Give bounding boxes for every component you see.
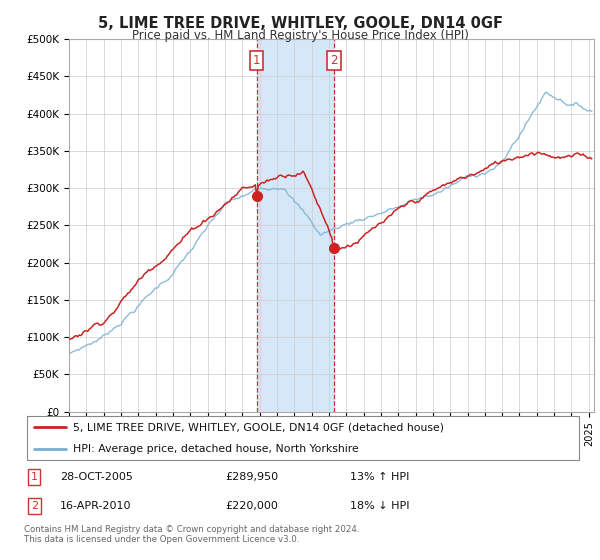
Text: 18% ↓ HPI: 18% ↓ HPI (350, 501, 410, 511)
Text: £220,000: £220,000 (225, 501, 278, 511)
Text: 13% ↑ HPI: 13% ↑ HPI (350, 472, 410, 482)
Text: 5, LIME TREE DRIVE, WHITLEY, GOOLE, DN14 0GF: 5, LIME TREE DRIVE, WHITLEY, GOOLE, DN14… (97, 16, 503, 31)
Text: 2: 2 (31, 501, 38, 511)
Text: 16-APR-2010: 16-APR-2010 (60, 501, 132, 511)
Text: 5, LIME TREE DRIVE, WHITLEY, GOOLE, DN14 0GF (detached house): 5, LIME TREE DRIVE, WHITLEY, GOOLE, DN14… (73, 422, 444, 432)
Text: Contains HM Land Registry data © Crown copyright and database right 2024.
This d: Contains HM Land Registry data © Crown c… (24, 525, 359, 544)
Bar (257, 39, 334, 412)
Text: 1: 1 (31, 472, 38, 482)
Text: HPI: Average price, detached house, North Yorkshire: HPI: Average price, detached house, Nort… (73, 444, 359, 454)
FancyBboxPatch shape (27, 416, 579, 460)
Text: 1: 1 (253, 54, 260, 67)
Text: £289,950: £289,950 (225, 472, 278, 482)
Text: 28-OCT-2005: 28-OCT-2005 (60, 472, 133, 482)
Text: Price paid vs. HM Land Registry's House Price Index (HPI): Price paid vs. HM Land Registry's House … (131, 29, 469, 42)
Text: 2: 2 (330, 54, 338, 67)
